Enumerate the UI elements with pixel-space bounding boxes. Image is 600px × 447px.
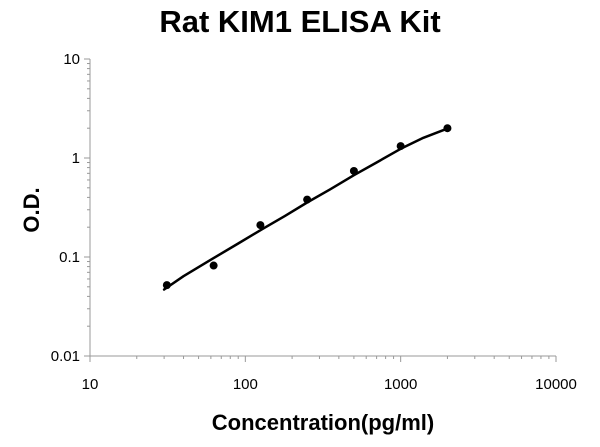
x-tick-label: 10 — [82, 376, 99, 393]
data-point — [209, 261, 218, 270]
data-point — [162, 281, 171, 290]
x-tick-label: 10000 — [535, 376, 577, 393]
data-point — [349, 166, 358, 175]
y-tick-label: 1 — [72, 150, 80, 167]
data-point — [303, 195, 312, 204]
data-point — [396, 142, 405, 151]
x-tick-label: 1000 — [384, 376, 417, 393]
y-tick-label: 0.1 — [59, 249, 80, 266]
y-tick-label: 0.01 — [51, 348, 80, 365]
data-point — [443, 124, 452, 133]
data-point — [256, 221, 265, 230]
y-tick-label: 10 — [63, 51, 80, 68]
standard-curve-line — [162, 127, 449, 291]
chart-title: Rat KIM1 ELISA Kit — [159, 4, 441, 39]
x-axis-label: Concentration(pg/ml) — [211, 410, 435, 435]
x-tick-label: 100 — [233, 376, 258, 393]
